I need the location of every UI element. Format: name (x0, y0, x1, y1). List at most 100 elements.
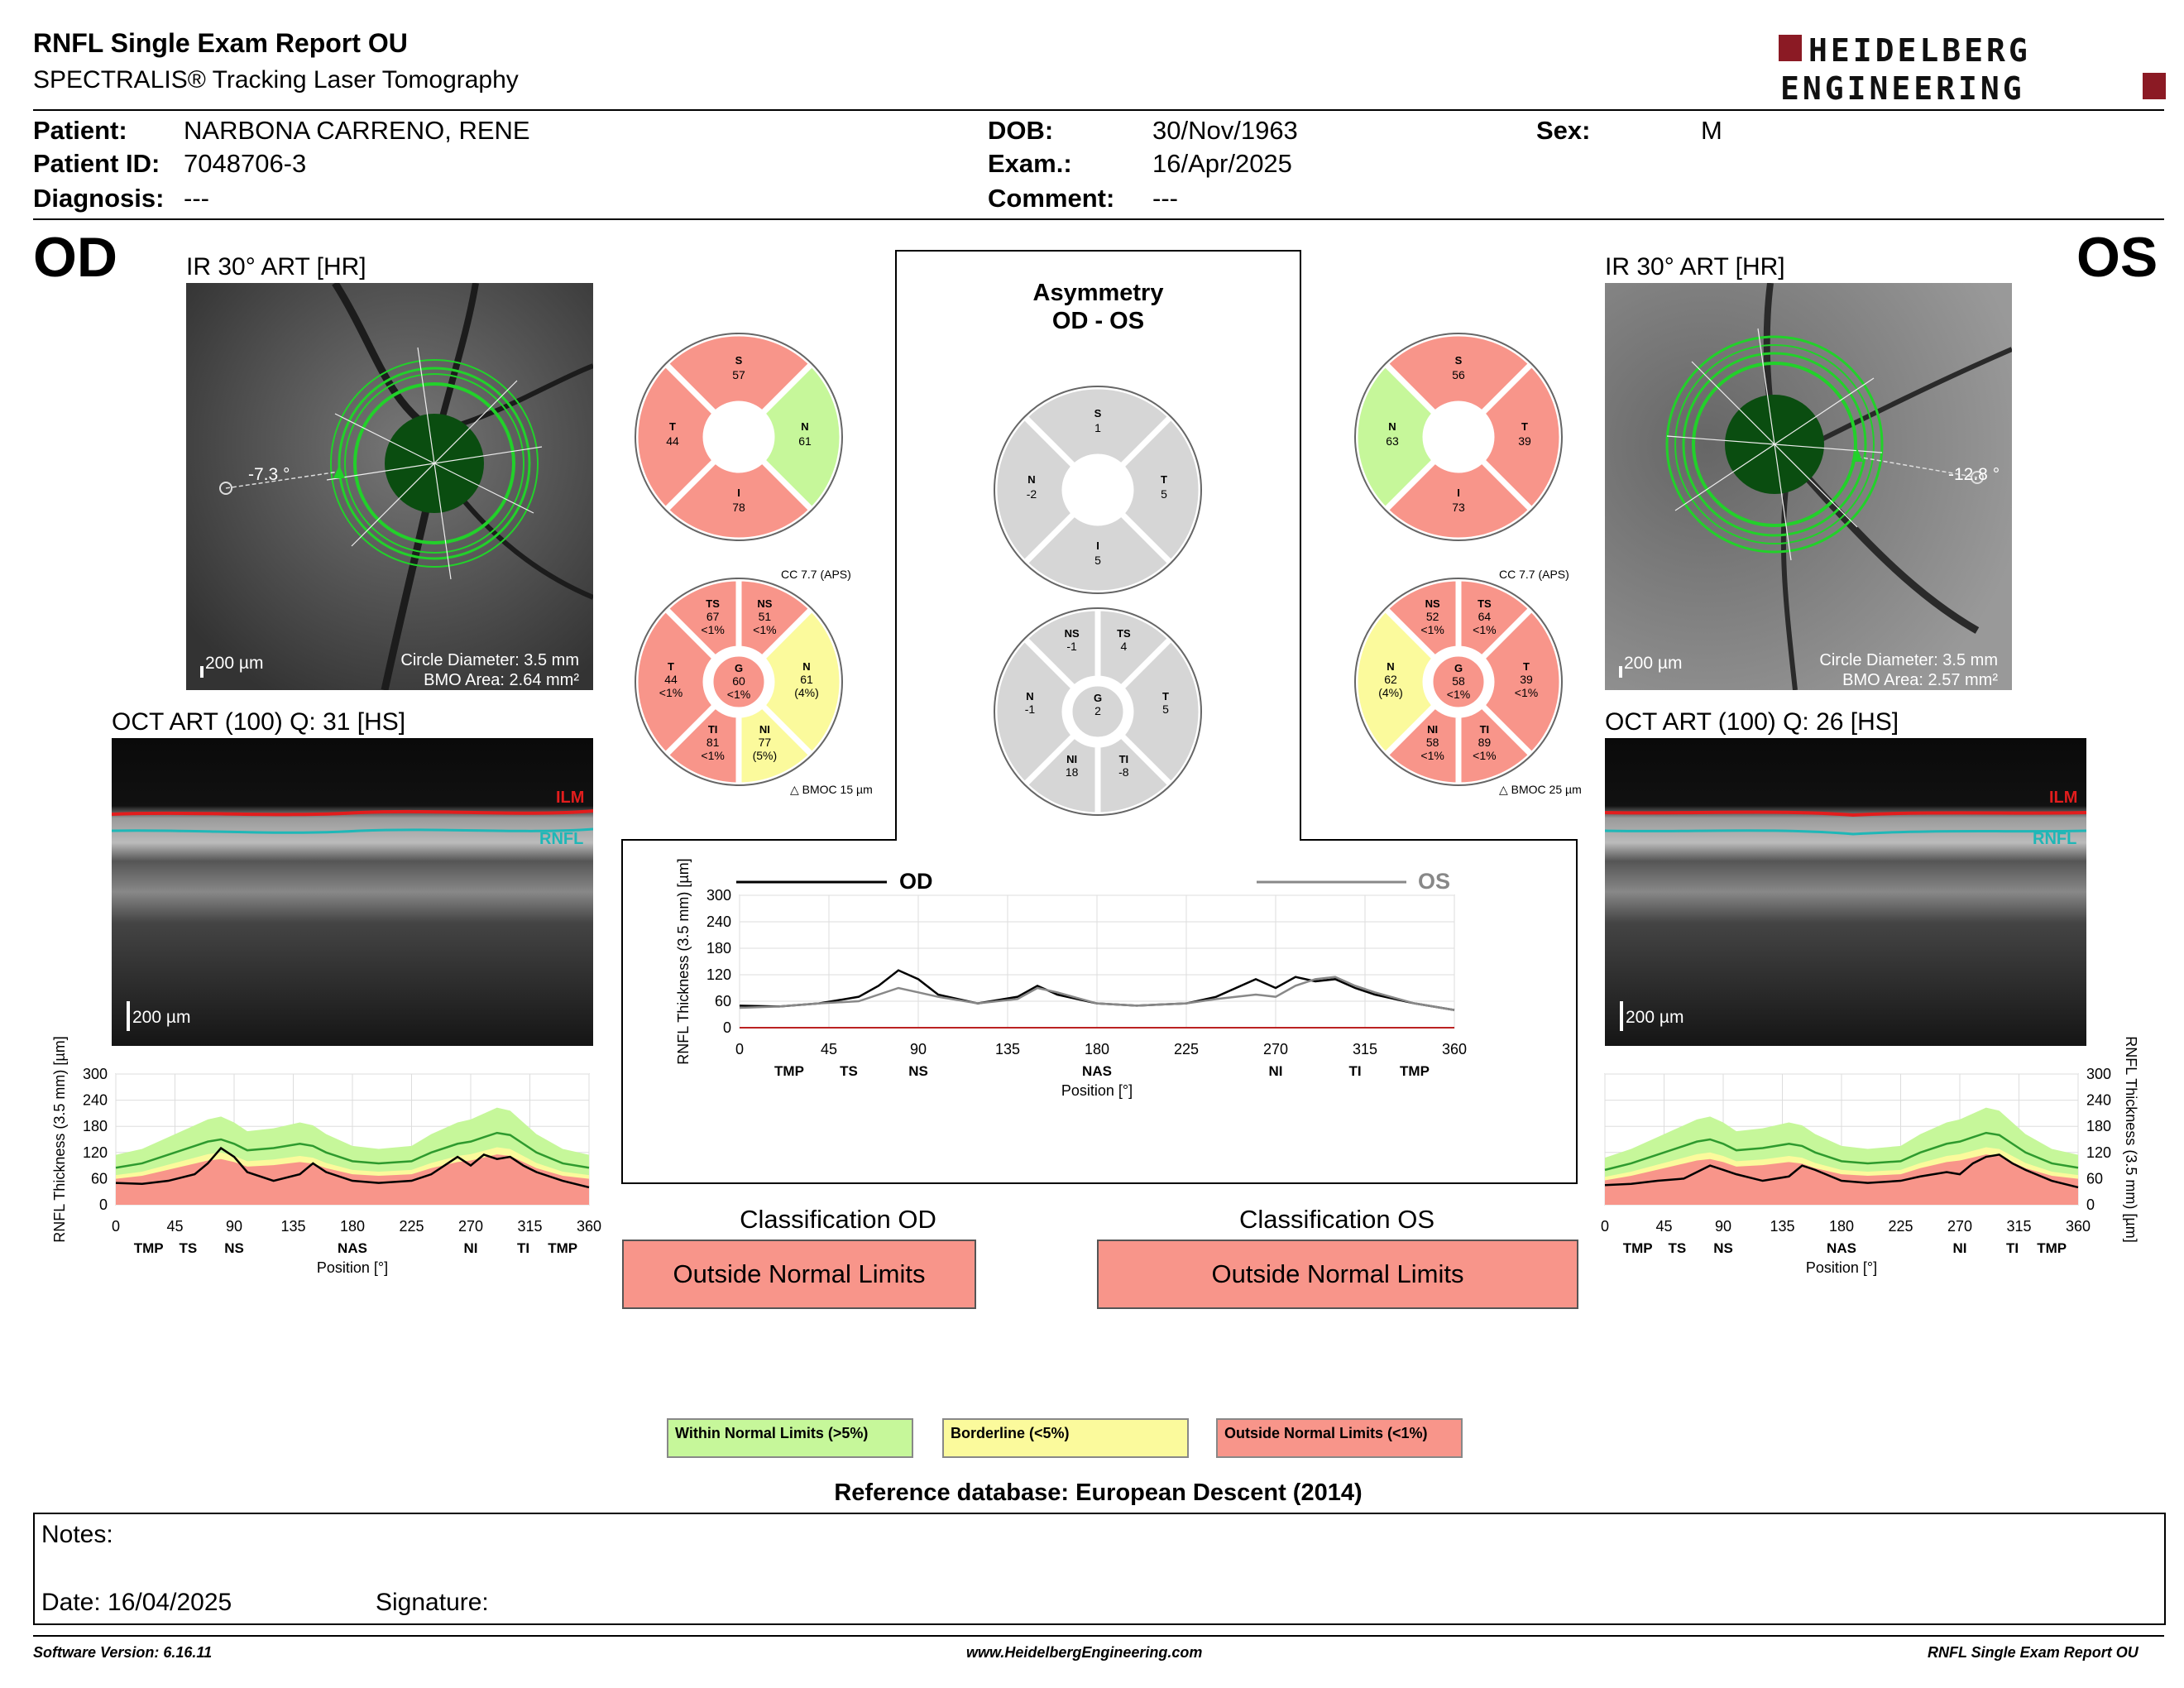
notes-label: Notes: (41, 1521, 113, 1548)
software-version: Software Version: 6.16.11 (33, 1644, 213, 1661)
os-thickness-chart: 0 60 120 180 240 300 0 45 90 135 180 225 270 315 360 TM… (1601, 1036, 2139, 1276)
report-subtitle: SPECTRALIS® Tracking Laser Tomography (33, 66, 519, 94)
od-profile-sector-label: NAS (338, 1240, 367, 1256)
sex-value: M (1701, 116, 1722, 145)
os-circle-diameter: Circle Diameter: 3.5 mm (1819, 651, 1998, 669)
os-ir-title: IR 30° ART [HR] (1605, 253, 1785, 281)
os-profile-sector-label: NI (1953, 1240, 1967, 1256)
od-classification-box: Outside Normal Limits (622, 1240, 976, 1309)
os-profile-sector-label: TMP (2037, 1240, 2067, 1256)
heidelberg-logo: HEIDELBERG ENGINEERING (1779, 31, 2167, 107)
comment-value: --- (1152, 184, 1178, 213)
os-profile-sector-label: TI (2006, 1240, 2019, 1256)
od-profile-ytick: 60 (91, 1170, 108, 1187)
os-profile-xtick: 90 (1715, 1218, 1731, 1235)
comparison-ytick: 300 (706, 887, 731, 904)
comparison-ytick: 120 (706, 966, 731, 983)
os-profile-xtick: 180 (1829, 1218, 1854, 1235)
od-bmo-area: BMO Area: 2.64 mm² (424, 671, 579, 689)
od-classification-title: Classification OD (740, 1205, 936, 1234)
od-profile-xtick: 90 (226, 1218, 242, 1235)
os-bmo-area: BMO Area: 2.57 mm² (1842, 671, 1998, 689)
od-profile-sector-label: TMP (548, 1240, 577, 1256)
os-oct-scale-bar (1620, 1001, 1623, 1031)
od-profile-xtick: 45 (166, 1218, 183, 1235)
os-profile-sector-label: TS (1669, 1240, 1687, 1256)
od-profile-outside-band (116, 1154, 589, 1205)
notes-signature: Signature: (376, 1589, 489, 1616)
comparison-ytick: 60 (715, 993, 731, 1009)
od-profile-ytick: 0 (99, 1196, 108, 1213)
od-ir-scale: 200 µm (205, 654, 264, 673)
od-profile-ylabel: RNFL Thickness (3.5 mm) [µm] (51, 1036, 68, 1242)
os-cc-label: CC 7.7 (APS) (1499, 568, 1569, 581)
os-profile-normal-mean-line (1604, 1131, 2079, 1172)
od-profile-ytick: 300 (83, 1066, 108, 1082)
comparison-ylabel: RNFL Thickness (3.5 mm) [µm] (675, 858, 692, 1064)
diagnosis-label: Diagnosis: (33, 184, 165, 213)
comparison-xtick: 45 (821, 1041, 837, 1057)
diagnosis-value: --- (184, 184, 209, 213)
os-profile-ytick: 120 (2086, 1144, 2111, 1161)
comparison-xtick: 135 (995, 1041, 1020, 1057)
od-ir-title: IR 30° ART [HR] (186, 253, 366, 281)
legend-within: Within Normal Limits (>5%) (667, 1418, 913, 1458)
od-cc-label: CC 7.7 (APS) (781, 568, 851, 581)
od-scale-bar (200, 666, 204, 678)
os-ilm-label: ILM (2049, 789, 2078, 807)
od-profile-sector-label: TI (517, 1240, 529, 1256)
od-profile-xtick: 180 (340, 1218, 365, 1235)
os-angle: -12.8 ° (1948, 465, 2000, 484)
os-profile-ytick: 300 (2086, 1066, 2111, 1082)
comparison-sector-label: NAS (1082, 1063, 1112, 1079)
os-profile-sector-label: TMP (1623, 1240, 1653, 1256)
os-classification-title: Classification OS (1238, 1205, 1435, 1234)
od-profile-normal-mean-line (115, 1131, 590, 1169)
os-profile-ylabel: RNFL Thickness (3.5 mm) [µm] (2123, 1036, 2139, 1242)
od-eye-label: OD (33, 226, 117, 289)
od-oct-scale: 200 µm (132, 1008, 191, 1027)
od-fundus-image (186, 283, 593, 690)
sex-label: Sex: (1536, 116, 1591, 145)
os-profile-sector-label: NS (1713, 1240, 1733, 1256)
comparison-xlabel: Position [°] (1061, 1082, 1133, 1099)
comparison-sector-label: TI (1348, 1063, 1361, 1079)
od-profile-sector-label: TS (180, 1240, 198, 1256)
od-profile-xtick: 225 (399, 1218, 424, 1235)
od-profile-sector-label: NI (464, 1240, 478, 1256)
od-profile-ytick: 180 (83, 1118, 108, 1134)
os-scale-bar (1619, 666, 1622, 678)
comparison-xtick: 315 (1353, 1041, 1377, 1057)
comparison-sector-label: TMP (1400, 1063, 1430, 1079)
od-ilm-label: ILM (556, 789, 585, 807)
od-profile-thickness-line (115, 1146, 590, 1189)
od-profile-xtick: 270 (458, 1218, 483, 1235)
comparison-ytick: 180 (706, 940, 731, 957)
os-fundus-image (1605, 283, 2012, 690)
od-bmoc-label: △ BMOC 15 µm (790, 783, 873, 796)
os-bscan-image (1605, 738, 2086, 1046)
comparison-xtick: 90 (910, 1041, 927, 1057)
od-profile-xtick: 0 (112, 1218, 120, 1235)
patient-id: 7048706-3 (184, 149, 307, 178)
website-link[interactable]: www.HeidelbergEngineering.com (966, 1644, 1203, 1661)
report-title: RNFL Single Exam Report OU (33, 28, 408, 58)
os-classification-box: Outside Normal Limits (1097, 1240, 1578, 1309)
comparison-sector-label: NI (1269, 1063, 1283, 1079)
os-oct-title: OCT ART (100) Q: 26 [HS] (1605, 708, 1899, 736)
comparison-chart: 0 60 120 180 240 300 0 45 90 135 180 225 270 315 360 TM… (675, 858, 1467, 1099)
os-profile-ytick: 0 (2086, 1196, 2095, 1213)
os-profile-xtick: 135 (1770, 1218, 1794, 1235)
od-profile-sector-label: TMP (134, 1240, 164, 1256)
os-profile-ytick: 60 (2086, 1170, 2103, 1187)
od-circle-diameter: Circle Diameter: 3.5 mm (400, 651, 579, 669)
exam-date: 16/Apr/2025 (1152, 149, 1292, 178)
od-angle: -7.3 ° (248, 465, 290, 484)
od-profile-xlabel: Position [°] (317, 1259, 388, 1276)
legend-outside: Outside Normal Limits (<1%) (1216, 1418, 1463, 1458)
comparison-sector-label: NS (908, 1063, 928, 1079)
os-bmoc-label: △ BMOC 25 µm (1499, 783, 1582, 796)
od-bscan-image (112, 738, 593, 1046)
